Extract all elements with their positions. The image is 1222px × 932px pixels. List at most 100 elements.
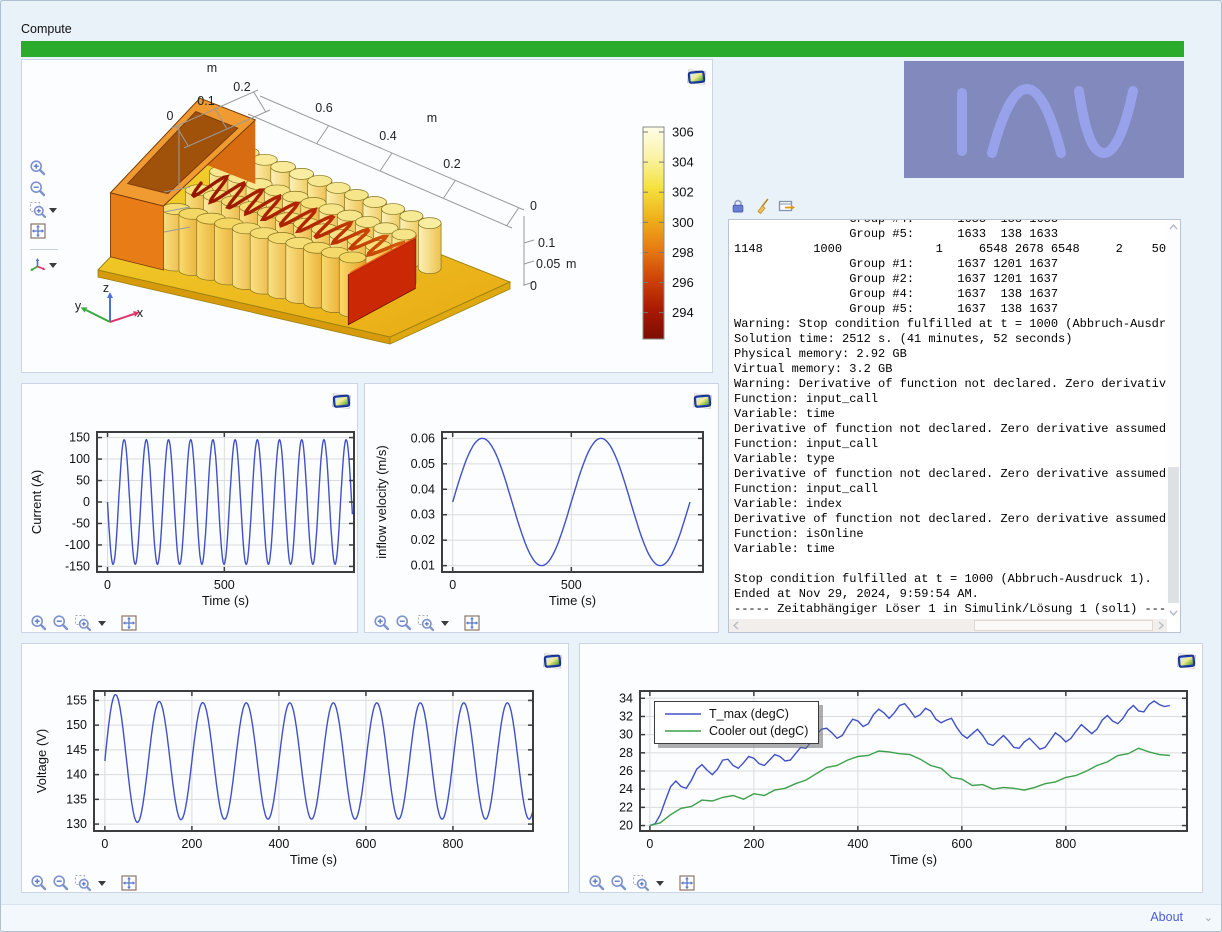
zoom-out-icon[interactable]	[52, 874, 70, 892]
svg-text:200: 200	[743, 837, 764, 851]
about-link[interactable]: About	[1150, 910, 1183, 924]
svg-text:0: 0	[646, 837, 653, 851]
svg-text:24: 24	[619, 782, 633, 796]
zoom-extents-icon[interactable]	[120, 614, 138, 632]
svg-text:m: m	[566, 257, 576, 271]
zoom-box-icon[interactable]	[417, 614, 435, 632]
zoom-box-icon[interactable]	[632, 874, 650, 892]
log-text: Group #4: 1633 138 1633 Group #5: 1633 1…	[734, 219, 1181, 616]
svg-text:22: 22	[619, 800, 633, 814]
zoom-extents-icon[interactable]	[463, 614, 481, 632]
battery-pack-3d-view[interactable]: m 0 0.1 0.2 0.6 0.4 0.2 0 m 0.1 0.05 0 m z x y 306 304 302…	[22, 60, 712, 372]
svg-text:30: 30	[619, 728, 633, 742]
legend-label: Cooler out (degC)	[709, 724, 809, 738]
svg-text:m: m	[207, 61, 217, 75]
log-vertical-scrollbar[interactable]	[1167, 220, 1180, 619]
svg-text:150: 150	[66, 718, 87, 732]
svg-text:32: 32	[619, 709, 633, 723]
svg-text:150: 150	[69, 431, 90, 445]
plot-snapshot-button[interactable]	[542, 652, 563, 676]
svg-text:Time (s): Time (s)	[202, 593, 249, 608]
zoom-in-icon[interactable]	[373, 614, 391, 632]
svg-text:Time (s): Time (s)	[890, 852, 937, 867]
default-3d-view-icon[interactable]	[29, 257, 47, 273]
inflow-velocity-plot-panel: 0 500 0.06 0.05 0.04 0.03 0.02 0.01 Time (s) infl…	[364, 383, 719, 633]
zoom-extents-icon[interactable]	[29, 222, 47, 240]
zoom-box-icon[interactable]	[29, 201, 47, 219]
svg-text:140: 140	[66, 768, 87, 782]
svg-text:600: 600	[355, 837, 376, 851]
log-horizontal-scrollbar[interactable]	[729, 619, 1167, 632]
iav-logo	[904, 61, 1184, 178]
clear-log-icon[interactable]	[754, 198, 770, 214]
svg-text:0: 0	[530, 279, 537, 293]
scrollbar-thumb[interactable]	[974, 620, 1153, 631]
dropdown-caret-icon[interactable]	[441, 620, 449, 626]
legend-entry: T_max (degC)	[659, 707, 808, 721]
dropdown-caret-icon[interactable]	[49, 207, 57, 213]
plot-toolbar	[30, 614, 138, 632]
svg-text:0: 0	[101, 837, 108, 851]
plot-snapshot-button[interactable]	[686, 68, 707, 92]
svg-text:294: 294	[672, 305, 694, 320]
dropdown-caret-icon[interactable]	[98, 880, 106, 886]
svg-text:130: 130	[66, 817, 87, 831]
lock-icon[interactable]	[730, 198, 746, 214]
scroll-down-icon[interactable]	[1167, 606, 1180, 619]
zoom-out-icon[interactable]	[52, 614, 70, 632]
zoom-extents-icon[interactable]	[678, 874, 696, 892]
status-bar: About ⌄	[1, 904, 1221, 931]
svg-text:0: 0	[449, 578, 456, 592]
svg-text:300: 300	[672, 215, 694, 230]
chart-temperature: 0 200 400 600 800 34 32 30 28 26 24 22 20 Time (s)	[619, 690, 1188, 867]
log-toolbar	[730, 198, 796, 214]
plot-snapshot-button[interactable]	[1176, 652, 1197, 676]
svg-text:304: 304	[672, 155, 694, 170]
compute-button-label[interactable]: Compute	[21, 22, 72, 36]
dropdown-caret-icon[interactable]	[49, 262, 57, 268]
scrollbar-thumb[interactable]	[1168, 467, 1179, 603]
zoom-box-icon[interactable]	[74, 614, 92, 632]
svg-text:34: 34	[619, 691, 633, 705]
zoom-in-icon[interactable]	[30, 614, 48, 632]
open-in-window-icon[interactable]	[778, 198, 796, 214]
plot-snapshot-button[interactable]	[331, 392, 352, 416]
plot-legend: T_max (degC) Cooler out (degC)	[654, 701, 820, 744]
chart-inflow: 0 500 0.06 0.05 0.04 0.03 0.02 0.01 Time (s) infl…	[374, 431, 704, 608]
zoom-in-icon[interactable]	[588, 874, 606, 892]
scroll-left-icon[interactable]	[729, 619, 742, 632]
svg-text:155: 155	[66, 693, 87, 707]
zoom-box-icon[interactable]	[74, 874, 92, 892]
svg-text:306: 306	[672, 125, 694, 140]
svg-text:0.02: 0.02	[411, 533, 435, 547]
zoom-out-icon[interactable]	[610, 874, 628, 892]
log-console[interactable]: Group #4: 1633 138 1633 Group #5: 1633 1…	[728, 219, 1181, 633]
svg-text:0.03: 0.03	[411, 508, 435, 522]
dropdown-caret-icon[interactable]	[656, 880, 664, 886]
zoom-in-icon[interactable]	[29, 159, 47, 177]
svg-text:0.01: 0.01	[411, 559, 435, 573]
scroll-up-icon[interactable]	[1167, 220, 1180, 233]
svg-text:800: 800	[443, 837, 464, 851]
svg-text:400: 400	[847, 837, 868, 851]
svg-text:296: 296	[672, 275, 694, 290]
iav-logo-letters	[957, 83, 1138, 159]
zoom-in-icon[interactable]	[30, 874, 48, 892]
temperature-plot-panel: 0 200 400 600 800 34 32 30 28 26 24 22 20 Time (s) T_m…	[579, 643, 1203, 893]
svg-text:26: 26	[619, 764, 633, 778]
current-plot-panel: 0 500 150 100 50 0 -50 -100 -150 Time (s) Current …	[21, 383, 358, 633]
legend-label: T_max (degC)	[709, 707, 789, 721]
svg-text:0: 0	[167, 109, 174, 123]
svg-text:m: m	[427, 111, 437, 125]
chevron-down-icon[interactable]: ⌄	[1203, 912, 1213, 924]
scroll-right-icon[interactable]	[1154, 619, 1167, 632]
svg-text:0.2: 0.2	[233, 80, 250, 94]
svg-text:600: 600	[951, 837, 972, 851]
zoom-out-icon[interactable]	[395, 614, 413, 632]
plot-snapshot-button[interactable]	[692, 392, 713, 416]
zoom-out-icon[interactable]	[29, 180, 47, 198]
dropdown-caret-icon[interactable]	[98, 620, 106, 626]
viewer3d-panel: m 0 0.1 0.2 0.6 0.4 0.2 0 m 0.1 0.05 0 m z x y 306 304 302…	[21, 59, 713, 373]
zoom-extents-icon[interactable]	[120, 874, 138, 892]
svg-text:50: 50	[76, 474, 90, 488]
